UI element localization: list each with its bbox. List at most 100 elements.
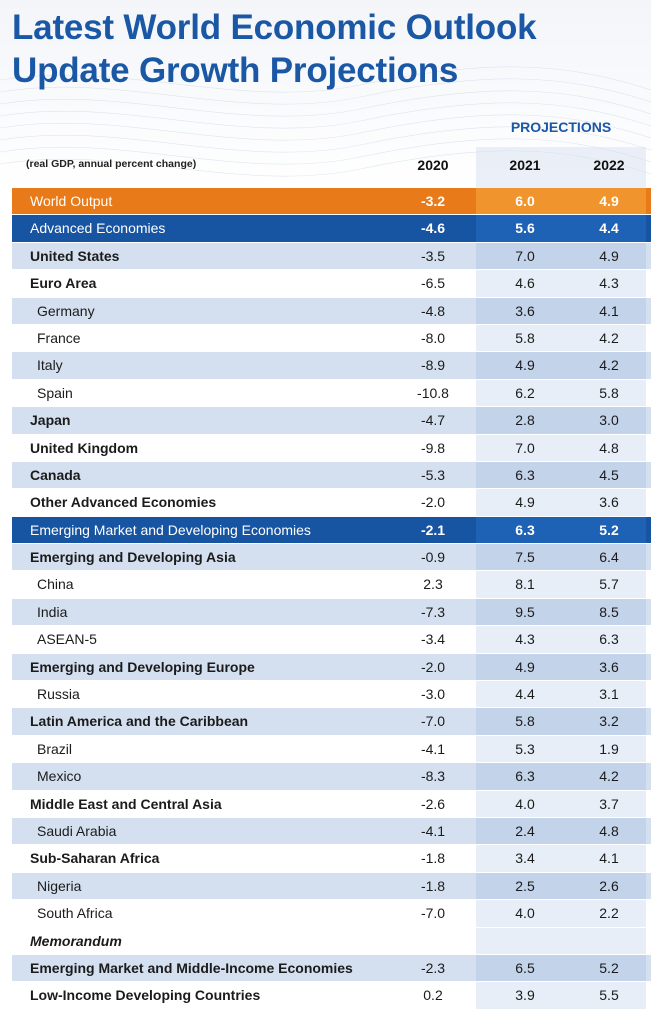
row-label: Brazil	[37, 740, 73, 757]
projection-cell-background	[476, 790, 646, 817]
projection-cell-background	[476, 379, 646, 407]
table-row: China 2.3 8.1 5.7	[12, 571, 651, 599]
projection-cell-background	[476, 845, 646, 872]
value-cell-2020: -3.2	[420, 193, 446, 209]
value-cell-2020: 0.2	[423, 987, 443, 1004]
row-label: Spain	[37, 384, 73, 401]
value-cell-2020: -2.0	[420, 658, 446, 675]
table-row: Low-Income Developing Countries 0.2 3.9 5.5	[12, 982, 651, 1010]
row-label: Russia	[37, 686, 80, 703]
projection-cell-background	[476, 872, 646, 900]
value-cell-2021: 3.6	[515, 302, 535, 319]
row-label: World Output	[30, 193, 113, 209]
value-cell-2022: 4.5	[599, 466, 619, 483]
row-label: Mexico	[37, 768, 82, 785]
projection-cell-background	[476, 681, 646, 708]
projection-cell-background	[476, 735, 646, 763]
value-cell-2022: 2.6	[599, 877, 619, 894]
row-label: Middle East and Central Asia	[30, 795, 222, 812]
value-cell-2022: 3.1	[599, 686, 619, 703]
page-title: Latest World Economic Outlook Update Gro…	[12, 6, 537, 92]
table-row: Emerging Market and Middle-Income Econom…	[12, 954, 651, 983]
value-cell-2021: 7.0	[515, 439, 535, 456]
value-cell-2020: -8.9	[420, 357, 446, 374]
row-label: Euro Area	[30, 275, 97, 292]
projections-label: PROJECTIONS	[510, 119, 612, 135]
value-cell-2022: 3.6	[599, 658, 619, 675]
value-cell-2021: 4.3	[515, 631, 535, 648]
table-row: Nigeria -1.8 2.5 2.6	[12, 872, 651, 901]
table-row: Italy -8.9 4.9 4.2	[12, 352, 651, 380]
value-cell-2021: 6.5	[515, 959, 535, 976]
value-cell-2020: -10.8	[417, 384, 449, 401]
units-note: (real GDP, annual percent change)	[26, 158, 197, 170]
value-cell-2021: 5.8	[515, 329, 535, 346]
table-row: India -7.3 9.5 8.5	[12, 598, 651, 627]
row-label: Emerging and Developing Asia	[30, 549, 236, 566]
projections-table: World Output -3.2 6.0 4.9 Advanced Economies…	[12, 188, 651, 1010]
value-cell-2022: 3.0	[599, 412, 619, 429]
projection-cell-background	[476, 982, 646, 1009]
table-row: Other Advanced Economies -2.0 4.9 3.6	[12, 489, 651, 517]
projection-cell-background	[476, 516, 646, 544]
value-cell-2021: 5.6	[515, 220, 535, 237]
value-cell-2022: 4.1	[599, 850, 619, 867]
projection-cell-background	[476, 352, 646, 379]
value-cell-2022: 5.2	[599, 959, 619, 976]
value-cell-2022: 5.8	[599, 384, 619, 401]
table-row: Sub-Saharan Africa -1.8 3.4 4.1	[12, 845, 651, 873]
table-row: South Africa -7.0 4.0 2.2	[12, 900, 651, 928]
value-cell-2022: 3.2	[599, 713, 619, 730]
row-label: China	[37, 576, 74, 593]
value-cell-2020: -4.1	[420, 822, 446, 839]
value-cell-2021: 4.0	[515, 795, 535, 812]
table-row: Memorandum	[12, 927, 651, 955]
value-cell-2022: 4.3	[599, 275, 619, 292]
projection-cell-background	[476, 270, 646, 297]
value-cell-2022: 4.2	[599, 357, 619, 374]
row-label: France	[37, 329, 81, 346]
value-cell-2022: 6.3	[599, 631, 619, 648]
table-row: France -8.0 5.8 4.2	[12, 324, 651, 353]
value-cell-2020: -7.3	[420, 603, 446, 620]
value-cell-2022: 5.2	[599, 521, 619, 538]
row-label: Sub-Saharan Africa	[30, 850, 160, 867]
row-label: ASEAN-5	[37, 631, 97, 648]
value-cell-2021: 2.4	[515, 822, 535, 839]
value-cell-2020: -4.8	[420, 302, 446, 319]
row-label: India	[37, 603, 68, 620]
value-cell-2021: 4.0	[515, 905, 535, 922]
projection-cell-background	[476, 324, 646, 352]
value-cell-2020: -8.0	[420, 329, 446, 346]
table-row: Emerging Market and Developing Economies…	[12, 516, 651, 545]
table-row: Russia -3.0 4.4 3.1	[12, 681, 651, 709]
projection-cell-background	[476, 188, 646, 215]
projection-cell-background	[476, 817, 646, 845]
value-cell-2021: 4.9	[515, 494, 535, 511]
table-row: Spain -10.8 6.2 5.8	[12, 379, 651, 408]
projection-cell-background	[476, 407, 646, 434]
value-cell-2021: 3.9	[515, 987, 535, 1004]
value-cell-2021: 3.4	[515, 850, 535, 867]
value-cell-2022: 5.7	[599, 576, 619, 593]
table-row: Germany -4.8 3.6 4.1	[12, 297, 651, 325]
row-label: Emerging and Developing Europe	[30, 658, 255, 675]
value-cell-2022: 4.2	[599, 329, 619, 346]
value-cell-2020: -1.8	[420, 877, 446, 894]
table-row: Emerging and Developing Asia -0.9 7.5 6.4	[12, 544, 651, 572]
value-cell-2020: -8.3	[420, 768, 446, 785]
projection-cell-background	[476, 954, 646, 982]
value-cell-2021: 6.2	[515, 384, 535, 401]
value-cell-2021: 2.5	[515, 877, 535, 894]
projection-cell-background	[476, 461, 646, 489]
title-line-2: Update Growth Projections	[12, 51, 459, 90]
projection-cell-background	[476, 626, 646, 653]
value-cell-2020: -2.1	[420, 521, 446, 538]
value-cell-2021: 6.0	[515, 193, 535, 209]
value-cell-2022: 4.1	[599, 302, 619, 319]
value-cell-2021: 8.1	[515, 576, 535, 593]
title-line-1: Latest World Economic Outlook	[12, 8, 537, 47]
value-cell-2020: -6.5	[420, 275, 446, 292]
value-cell-2021: 6.3	[515, 466, 535, 483]
